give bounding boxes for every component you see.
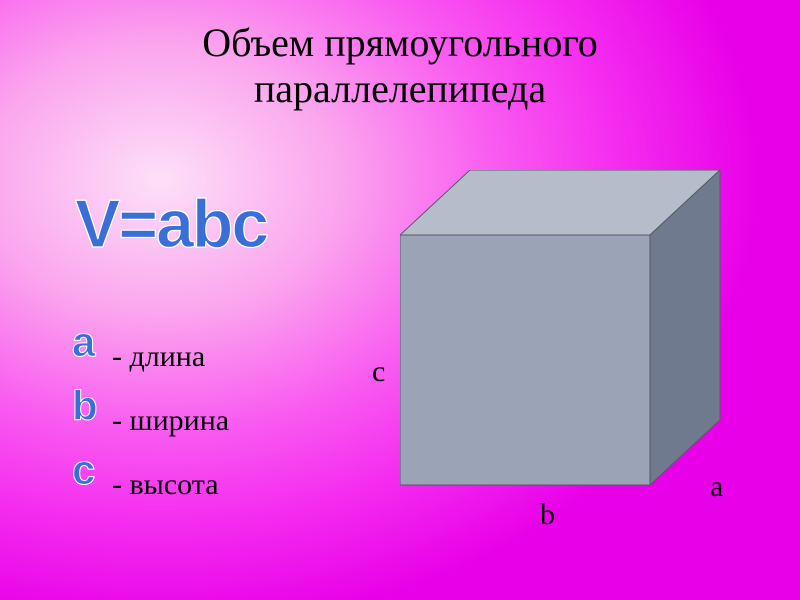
formula-svg: V=abc <box>75 185 335 265</box>
legend-text-a: - длина <box>112 340 205 374</box>
title-line1: Объем прямоугольного <box>202 20 598 65</box>
legend-symbol-c: c <box>72 448 95 493</box>
cube-front-face <box>400 235 650 485</box>
cube-label-c: c <box>372 355 385 389</box>
cube-svg <box>400 170 760 530</box>
cube-diagram: a b c <box>400 170 760 530</box>
formula-text: V=abc <box>75 186 267 262</box>
cube-label-b: b <box>540 498 555 532</box>
legend-row-c: c - высота <box>60 448 229 502</box>
legend-symbol-c-icon: c <box>60 448 106 494</box>
legend: a - длина b - ширина c - высота <box>60 320 229 512</box>
legend-symbol-a: a <box>72 320 96 365</box>
slide-title: Объем прямоугольного параллелепипеда <box>0 20 800 112</box>
legend-symbol-a-icon: a <box>60 320 106 366</box>
legend-row-a: a - длина <box>60 320 229 374</box>
legend-text-c: - высота <box>112 468 219 502</box>
legend-symbol-b: b <box>72 384 98 429</box>
volume-formula: V=abc <box>75 185 335 280</box>
cube-label-a: a <box>710 470 723 504</box>
title-line2: параллелепипеда <box>254 66 546 111</box>
legend-symbol-b-icon: b <box>60 384 106 430</box>
slide: Объем прямоугольного параллелепипеда V=a… <box>0 0 800 600</box>
legend-text-b: - ширина <box>112 404 229 438</box>
legend-row-b: b - ширина <box>60 384 229 438</box>
